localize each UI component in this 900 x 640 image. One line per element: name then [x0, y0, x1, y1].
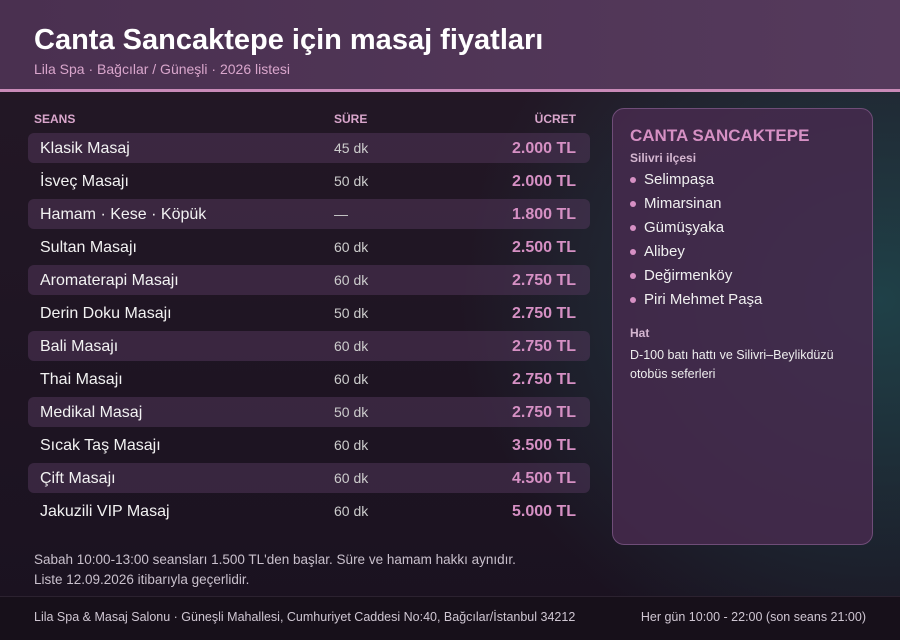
area-subtitle: Silivri ilçesi	[630, 151, 697, 165]
service-name: Aromaterapi Masajı	[40, 272, 179, 289]
column-header: ÜCRET	[534, 112, 576, 126]
duration: 45 dk	[334, 140, 369, 156]
table-row: Bali Masajı 60 dk 2.750 TL	[28, 331, 590, 361]
header: Canta Sancaktepe için masaj fiyatları Li…	[0, 0, 900, 92]
service-name: Bali Masajı	[40, 338, 119, 355]
table-row: Jakuzili VIP Masaj 60 dk 5.000 TL	[28, 496, 590, 526]
duration: 60 dk	[334, 239, 369, 255]
neighborhood: Selimpaşa	[630, 171, 714, 188]
duration: 50 dk	[334, 173, 369, 189]
price: 3.500 TL	[511, 437, 576, 454]
table-row: Aromaterapi Masajı 60 dk 2.750 TL	[28, 265, 590, 295]
price: 2.000 TL	[511, 140, 576, 157]
address: Lila Spa & Masaj Salonu · Güneşli Mahall…	[34, 610, 576, 624]
hours: Her gün 10:00 - 22:00 (son seans 21:00)	[640, 610, 866, 624]
service-name: İsveç Masajı	[40, 173, 129, 190]
note: Sabah 10:00-13:00 seansları 1.500 TL'den…	[34, 552, 516, 567]
area-card: CANTA SANCAKTEPE Silivri ilçesi Selimpaş…	[612, 108, 873, 545]
service-name: Hamam · Kese · Köpük	[40, 206, 207, 223]
neighborhood: Mimarsinan	[630, 195, 722, 212]
table-row: Hamam · Kese · Köpük — 1.800 TL	[28, 199, 590, 229]
service-name: Klasik Masaj	[40, 140, 130, 157]
price: 2.750 TL	[511, 338, 576, 355]
duration: 60 dk	[334, 503, 369, 519]
price: 2.750 TL	[511, 404, 576, 421]
note: Liste 12.09.2026 itibarıyla geçerlidir.	[34, 572, 250, 587]
subtitle: Lila Spa · Bağcılar / Güneşli · 2026 lis…	[34, 61, 291, 77]
service-name: Medikal Masaj	[40, 404, 143, 421]
table-row: Thai Masajı 60 dk 2.750 TL	[28, 364, 590, 394]
table-row: İsveç Masajı 50 dk 2.000 TL	[28, 166, 590, 196]
column-header: SÜRE	[334, 112, 368, 126]
price: 2.000 TL	[511, 173, 576, 190]
service-name: Çift Masajı	[40, 470, 116, 487]
table-row: Medikal Masaj 50 dk 2.750 TL	[28, 397, 590, 427]
service-name: Sıcak Taş Masajı	[40, 437, 161, 454]
service-name: Thai Masajı	[40, 371, 123, 388]
price: 4.500 TL	[511, 470, 576, 487]
table-row: Klasik Masaj 45 dk 2.000 TL	[28, 133, 590, 163]
service-name: Jakuzili VIP Masaj	[40, 503, 170, 520]
price: 2.500 TL	[511, 239, 576, 256]
neighborhood: Piri Mehmet Paşa	[630, 291, 762, 308]
price: 2.750 TL	[511, 371, 576, 388]
table-row: Sıcak Taş Masajı 60 dk 3.500 TL	[28, 430, 590, 460]
price: 2.750 TL	[511, 305, 576, 322]
line-text: D-100 batı hattı ve Silivri–Beylikdüzü o…	[630, 348, 834, 381]
footer: Lila Spa & Masaj Salonu · Güneşli Mahall…	[0, 596, 900, 640]
service-name: Sultan Masajı	[40, 239, 137, 256]
column-header: SEANS	[34, 112, 76, 126]
service-name: Derin Doku Masajı	[40, 305, 172, 322]
title: Canta Sancaktepe için masaj fiyatları	[34, 24, 544, 56]
duration: 60 dk	[334, 470, 369, 486]
price: 2.750 TL	[511, 272, 576, 289]
duration: 50 dk	[334, 305, 369, 321]
duration: —	[334, 206, 348, 222]
duration: 60 dk	[334, 272, 369, 288]
table-row: Sultan Masajı 60 dk 2.500 TL	[28, 232, 590, 262]
neighborhood: Değirmenköy	[630, 267, 732, 284]
price: 1.800 TL	[511, 206, 576, 223]
price: 5.000 TL	[511, 503, 576, 520]
duration: 60 dk	[334, 437, 369, 453]
area-title: CANTA SANCAKTEPE	[630, 126, 810, 145]
table-row: Çift Masajı 60 dk 4.500 TL	[28, 463, 590, 493]
neighborhood: Gümüşyaka	[630, 219, 724, 236]
duration: 50 dk	[334, 404, 369, 420]
line-title: Hat	[630, 326, 650, 340]
table-row: Derin Doku Masajı 50 dk 2.750 TL	[28, 298, 590, 328]
duration: 60 dk	[334, 371, 369, 387]
neighborhood: Alibey	[630, 243, 685, 260]
duration: 60 dk	[334, 338, 369, 354]
